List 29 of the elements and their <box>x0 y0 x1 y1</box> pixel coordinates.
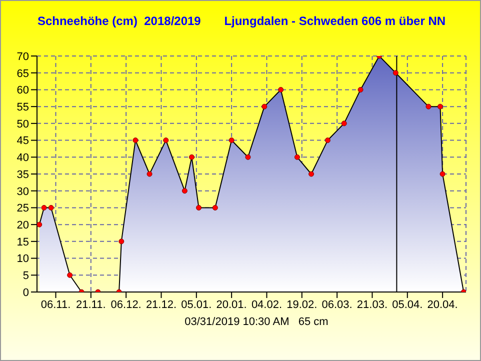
y-tick-label: 10 <box>16 253 29 266</box>
x-tick-label: 20.04. <box>427 298 458 311</box>
y-tick-label: 45 <box>16 135 29 148</box>
y-tick-label: 20 <box>16 219 29 232</box>
x-tick-label: 21.12. <box>146 298 177 311</box>
y-tick-label: 60 <box>16 84 29 97</box>
x-tick-label: 06.11. <box>40 298 71 311</box>
y-tick-label: 5 <box>22 270 29 282</box>
x-tick-label: 05.04. <box>392 298 423 311</box>
y-tick-label: 70 <box>16 50 29 63</box>
y-tick-label: 35 <box>16 168 29 181</box>
y-tick-label: 0 <box>22 286 29 299</box>
x-tick-label: 21.11. <box>76 298 106 311</box>
y-tick-label: 30 <box>16 186 29 198</box>
x-tick-label: 19.02. <box>286 298 318 311</box>
y-tick-label: 15 <box>16 236 29 248</box>
text: 03/31/2019 10:30 AM 65 cm <box>184 316 330 328</box>
y-tick-label: 40 <box>16 152 29 164</box>
x-tick-label: 06.12. <box>110 298 142 311</box>
y-tick-label: 65 <box>16 68 29 80</box>
x-tick-label: 04.02. <box>251 298 282 311</box>
chart-title: Schneehöhe (cm) 2018/2019 Ljungdalen - Schweden 606 m über NN <box>36 14 447 28</box>
y-tick-label: 50 <box>16 118 29 130</box>
x-tick-label: 05.01. <box>181 298 212 311</box>
x-tick-label: 20.01. <box>216 298 247 311</box>
x-tick-label: 06.03. <box>322 298 352 311</box>
y-tick-label: 55 <box>16 101 29 114</box>
y-tick-label: 25 <box>16 202 29 215</box>
x-tick-label: 21.03. <box>356 298 388 311</box>
